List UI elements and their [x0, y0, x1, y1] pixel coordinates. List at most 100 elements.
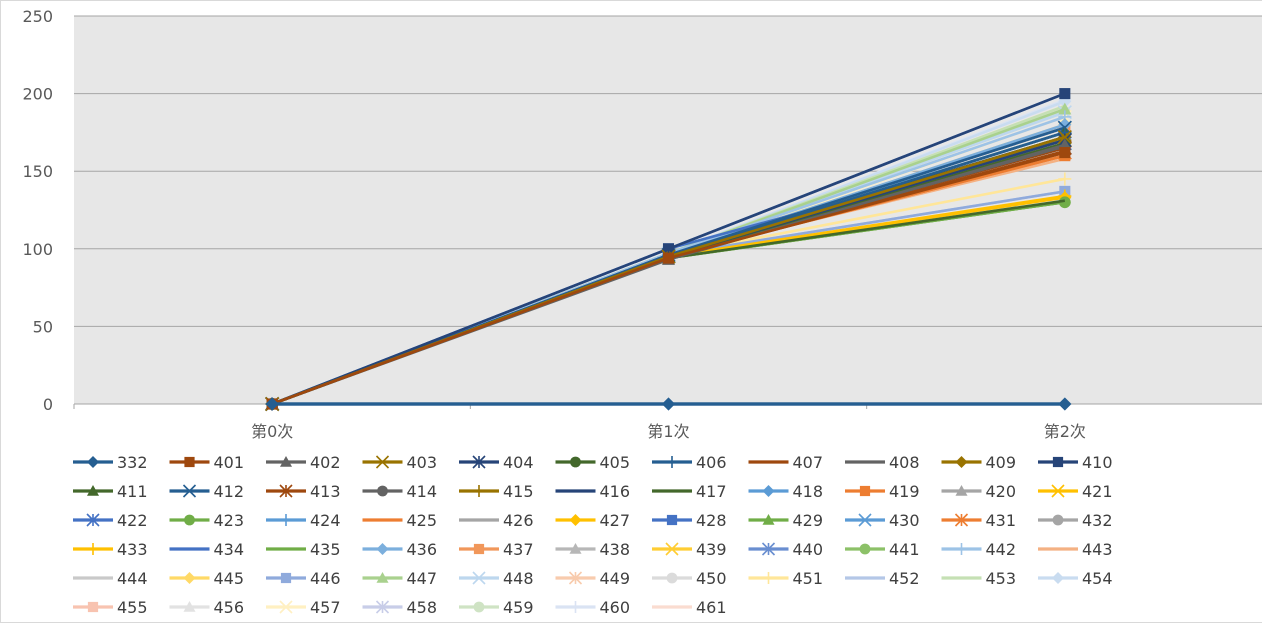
legend-item: 425 — [362, 511, 437, 530]
legend-item: 461 — [652, 598, 727, 617]
legend-label: 434 — [214, 540, 245, 559]
y-tick-label: 100 — [22, 240, 53, 259]
legend-item: 427 — [555, 511, 630, 530]
legend-label: 443 — [1082, 540, 1113, 559]
legend-item: 439 — [652, 540, 727, 559]
legend-item: 432 — [1038, 511, 1113, 530]
legend-item: 414 — [362, 482, 437, 501]
legend-swatch-marker — [955, 543, 968, 555]
legend-label: 437 — [503, 540, 534, 559]
legend-swatch-marker — [87, 601, 99, 613]
legend-item: 455 — [73, 598, 148, 617]
legend-swatch-marker — [858, 513, 872, 527]
plot-area — [74, 16, 1262, 404]
legend-item: 416 — [555, 482, 630, 501]
legend-item: 418 — [748, 482, 824, 501]
legend-item: 436 — [362, 540, 437, 559]
legend-item: 413 — [266, 482, 341, 501]
legend-swatch-marker — [375, 455, 390, 469]
data-point — [1059, 88, 1071, 100]
legend-swatch-marker — [87, 485, 99, 496]
legend-swatch-marker — [1051, 484, 1065, 498]
data-point — [1058, 196, 1071, 209]
legend-swatch-marker — [762, 485, 775, 497]
legend-item: 457 — [266, 598, 341, 617]
legend-item: 421 — [1038, 482, 1113, 501]
legend-label: 332 — [117, 453, 148, 472]
legend-swatch-marker — [954, 513, 969, 527]
legend-label: 423 — [214, 511, 245, 530]
legend-label: 457 — [310, 598, 341, 617]
data-point — [662, 252, 675, 264]
legend-swatch-marker — [569, 514, 582, 526]
legend-label: 424 — [310, 511, 341, 530]
legend-swatch-marker — [473, 543, 485, 555]
legend-label: 432 — [1082, 511, 1113, 530]
legend-item: 437 — [459, 540, 534, 559]
legend-label: 452 — [889, 569, 920, 588]
x-tick-label: 第2次 — [1044, 422, 1086, 441]
legend-label: 418 — [793, 482, 824, 501]
legend-item: 443 — [1038, 540, 1113, 559]
legend-item: 447 — [362, 569, 437, 588]
legend-item: 420 — [941, 482, 1017, 501]
legend-label: 454 — [1082, 569, 1113, 588]
legend-label: 455 — [117, 598, 148, 617]
legend-item: 408 — [845, 453, 920, 472]
y-tick-label: 50 — [33, 317, 53, 336]
legend-swatch-marker — [279, 484, 293, 498]
legend-swatch-marker — [859, 485, 871, 497]
legend-swatch-marker — [183, 572, 196, 584]
legend-swatch-marker — [375, 600, 390, 614]
legend-swatch-marker — [761, 542, 776, 556]
legend-swatch-marker — [472, 455, 486, 469]
legend-swatch-marker — [762, 572, 775, 584]
legend-item: 429 — [748, 511, 823, 530]
legend-swatch-marker — [569, 543, 582, 554]
legend-swatch-marker — [1052, 572, 1064, 584]
legend-item: 460 — [555, 598, 630, 617]
legend-label: 410 — [1082, 453, 1113, 472]
legend-item: 428 — [652, 511, 727, 530]
legend-swatch-marker — [665, 542, 679, 556]
legend-swatch-marker — [280, 572, 292, 584]
data-point — [1057, 129, 1072, 145]
legend-label: 422 — [117, 511, 148, 530]
legend-label: 415 — [503, 482, 534, 501]
legend-swatch-marker — [376, 543, 389, 555]
legend-label: 431 — [986, 511, 1017, 530]
legend-swatch-marker — [86, 513, 100, 527]
data-point — [1058, 102, 1072, 115]
data-point — [1058, 172, 1072, 186]
legend-item: 441 — [845, 540, 920, 559]
legend-label: 450 — [696, 569, 727, 588]
legend-item: 442 — [941, 540, 1017, 559]
legend-label: 435 — [310, 540, 341, 559]
legend-item: 448 — [459, 569, 534, 588]
legend-item: 456 — [169, 598, 244, 617]
legend-label: 406 — [696, 453, 727, 472]
legend-item: 422 — [73, 511, 148, 530]
legend-item: 405 — [555, 453, 630, 472]
legend-label: 430 — [889, 511, 920, 530]
x-tick-label: 第0次 — [251, 422, 293, 441]
legend-swatch-marker — [87, 456, 99, 468]
legend-swatch-marker — [666, 572, 678, 584]
legend-label: 407 — [793, 453, 824, 472]
legend-swatch-marker — [182, 484, 197, 498]
legend-label: 409 — [986, 453, 1017, 472]
legend-label: 442 — [986, 540, 1017, 559]
legend-item: 332 — [73, 453, 148, 472]
legend-item: 404 — [459, 453, 534, 472]
legend-swatch-marker — [472, 571, 486, 585]
legend-item: 430 — [845, 511, 920, 530]
legend-swatch-marker — [570, 456, 581, 468]
legend-item: 409 — [941, 453, 1017, 472]
legend-label: 420 — [986, 482, 1017, 501]
legend-item: 435 — [266, 540, 341, 559]
legend-item: 445 — [169, 569, 244, 588]
y-tick-label: 200 — [22, 85, 53, 104]
legend-swatch-marker — [762, 514, 775, 525]
legend-label: 459 — [503, 598, 534, 617]
